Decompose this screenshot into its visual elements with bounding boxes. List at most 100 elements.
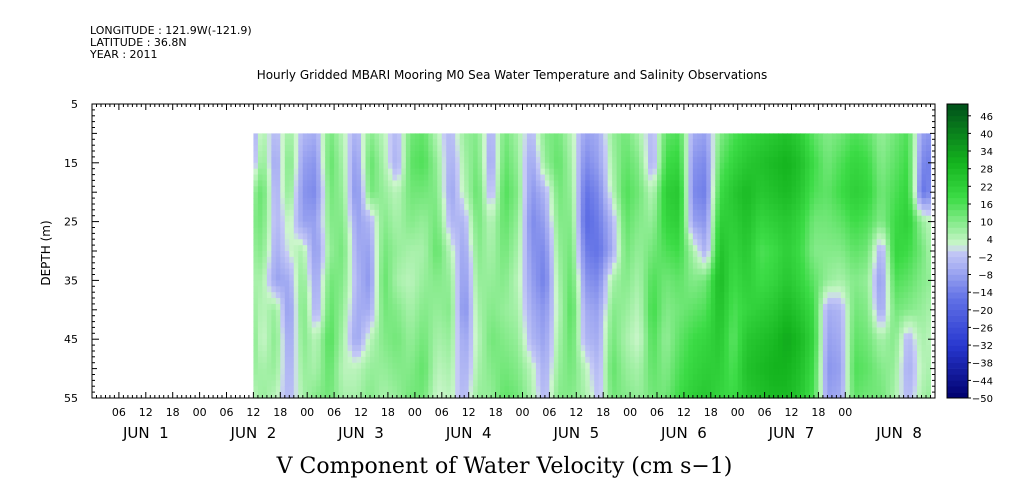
heatmap-cell — [535, 274, 541, 281]
heatmap-cell — [302, 239, 308, 246]
heatmap-cell — [585, 151, 591, 158]
heatmap-cell — [289, 345, 295, 352]
heatmap-cell — [455, 315, 461, 323]
heatmap-cell — [387, 256, 394, 264]
heatmap-cell — [320, 245, 326, 252]
heatmap-cell — [414, 162, 420, 170]
heatmap-cell — [387, 280, 394, 287]
heatmap-cell — [253, 151, 259, 158]
heatmap-cell — [562, 186, 568, 193]
heatmap-cell — [509, 392, 515, 399]
heatmap-cell — [298, 251, 304, 258]
heatmap-cell — [275, 368, 281, 376]
heatmap-cell — [477, 292, 483, 299]
heatmap-cell — [656, 280, 663, 287]
heatmap-cell — [482, 168, 488, 176]
heatmap-cell — [661, 315, 667, 323]
heatmap-cell — [491, 174, 497, 182]
heatmap-cell — [253, 286, 259, 293]
heatmap-cell — [468, 280, 474, 287]
heatmap-cell — [266, 298, 272, 305]
heatmap-cell — [387, 151, 394, 158]
heatmap-cell — [396, 168, 402, 176]
heatmap-cell — [509, 350, 515, 358]
heatmap-cell — [607, 392, 613, 399]
heatmap-cell — [701, 251, 707, 258]
heatmap-cell — [302, 339, 308, 346]
heatmap-cell — [387, 268, 394, 276]
heatmap-cell — [405, 356, 411, 364]
heatmap-cell — [656, 333, 663, 340]
heatmap-cell — [531, 315, 537, 323]
heatmap-cell — [580, 333, 586, 340]
heatmap-cell — [392, 345, 398, 352]
heatmap-cell — [405, 233, 411, 240]
heatmap-cell — [670, 192, 676, 199]
heatmap-cell — [410, 256, 416, 264]
heatmap-cell — [585, 380, 591, 387]
heatmap-cell — [603, 268, 609, 276]
heatmap-cell — [419, 145, 425, 152]
heatmap-cell — [526, 274, 533, 281]
heatmap-cell — [338, 198, 344, 205]
heatmap-cell — [692, 221, 698, 229]
heatmap-cell — [307, 192, 313, 199]
heatmap-cell — [293, 256, 299, 264]
heatmap-cell — [464, 156, 470, 164]
heatmap-cell — [674, 268, 681, 276]
heatmap-cell — [311, 256, 317, 264]
heatmap-cell — [307, 339, 313, 346]
heatmap-cell — [674, 315, 681, 323]
heatmap-cell — [697, 133, 703, 140]
heatmap-cell — [271, 256, 277, 264]
heatmap-cell — [275, 221, 281, 229]
heatmap-cell — [432, 186, 438, 193]
heatmap-cell — [446, 392, 452, 399]
heatmap-cell — [558, 156, 564, 164]
heatmap-cell — [320, 221, 326, 229]
heatmap-cell — [697, 321, 703, 329]
heatmap-cell — [553, 362, 559, 370]
heatmap-cell — [455, 233, 461, 240]
heatmap-cell — [643, 262, 649, 270]
heatmap-cell — [504, 139, 510, 146]
heatmap-cell — [683, 345, 689, 352]
heatmap-cell — [710, 162, 716, 170]
heatmap-cell — [334, 151, 340, 158]
heatmap-cell — [271, 174, 277, 182]
heatmap-cell — [432, 286, 438, 293]
heatmap-cell — [580, 251, 586, 258]
heatmap-cell — [706, 151, 712, 158]
heatmap-cell — [540, 292, 546, 299]
heatmap-cell — [316, 350, 322, 358]
heatmap-cell — [558, 233, 564, 240]
heatmap-cell — [455, 374, 461, 381]
heatmap-cell — [674, 151, 681, 158]
heatmap-cell — [652, 327, 658, 334]
heatmap-cell — [329, 133, 335, 140]
heatmap-cell — [526, 356, 533, 364]
heatmap-cell — [441, 315, 447, 323]
heatmap-cell — [665, 174, 672, 182]
heatmap-cell — [639, 156, 645, 164]
heatmap-cell — [428, 139, 434, 146]
heatmap-cell — [410, 309, 416, 317]
heatmap-cell — [710, 251, 716, 258]
heatmap-cell — [652, 303, 658, 311]
heatmap-cell — [737, 315, 743, 323]
heatmap-cell — [473, 368, 479, 376]
heatmap-cell — [571, 315, 577, 323]
heatmap-cell — [464, 356, 470, 364]
heatmap-cell — [401, 233, 407, 240]
heatmap-cell — [661, 292, 667, 299]
heatmap-cell — [549, 168, 555, 176]
heatmap-cell — [298, 321, 304, 329]
heatmap-cell — [616, 362, 622, 370]
heatmap-cell — [464, 303, 470, 311]
heatmap-cell — [266, 268, 272, 276]
heatmap-cell — [522, 151, 528, 158]
heatmap-cell — [504, 356, 510, 364]
heatmap-cell — [531, 380, 537, 387]
heatmap-cell — [603, 221, 609, 229]
heatmap-cell — [257, 292, 263, 299]
